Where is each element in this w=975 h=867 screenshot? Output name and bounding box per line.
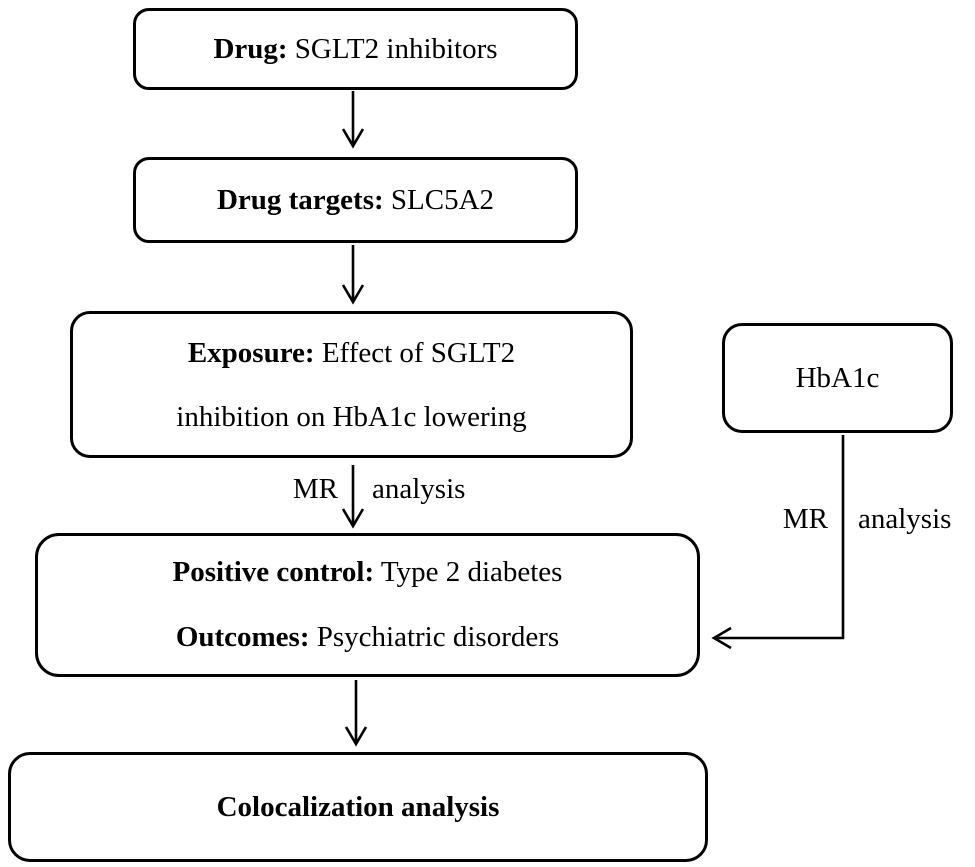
box-exposure-line2: inhibition on HbA1c lowering: [176, 400, 527, 433]
box-drug-text: Drug: SGLT2 inhibitors: [213, 31, 497, 67]
arrow-hba1c-to-outcomes: [711, 435, 845, 650]
box-drug-value: SGLT2 inhibitors: [287, 32, 498, 65]
box-positive-control-value: Type 2 diabetes: [374, 556, 563, 588]
box-outcomes-value: Psychiatric disorders: [309, 621, 560, 653]
box-positive-control-label: Positive control:: [172, 556, 375, 588]
box-colocalization: Colocalization analysis: [8, 752, 708, 862]
box-drug-targets-label: Drug targets:: [216, 183, 384, 216]
box-exposure-line1: Exposure: Effect of SGLT2: [188, 321, 515, 385]
edge-label-mr-left: MR: [292, 473, 338, 505]
box-outcomes-line2: Outcomes: Psychiatric disorders: [176, 605, 559, 670]
edge-label-analysis-right: analysis: [858, 503, 952, 535]
edge-label-analysis-left: analysis: [372, 473, 466, 505]
box-drug-label: Drug:: [213, 32, 288, 65]
box-colocalization-text: Colocalization analysis: [216, 790, 500, 823]
box-exposure: Exposure: Effect of SGLT2 inhibition on …: [70, 311, 633, 458]
box-outcomes: Positive control: Type 2 diabetes Outcom…: [35, 533, 700, 677]
box-drug-targets-text: Drug targets: SLC5A2: [217, 182, 494, 218]
box-drug: Drug: SGLT2 inhibitors: [133, 8, 578, 90]
box-drug-targets-value: SLC5A2: [383, 183, 495, 216]
box-outcomes-label: Outcomes:: [175, 621, 310, 653]
box-exposure-value-line1: Effect of SGLT2: [314, 336, 516, 369]
edge-label-mr-right: MR: [782, 503, 828, 535]
box-outcomes-line1: Positive control: Type 2 diabetes: [173, 540, 563, 605]
box-hba1c: HbA1c: [722, 323, 953, 433]
box-drug-targets: Drug targets: SLC5A2: [133, 157, 578, 243]
box-hba1c-text: HbA1c: [795, 361, 880, 394]
box-exposure-label: Exposure:: [187, 336, 315, 369]
